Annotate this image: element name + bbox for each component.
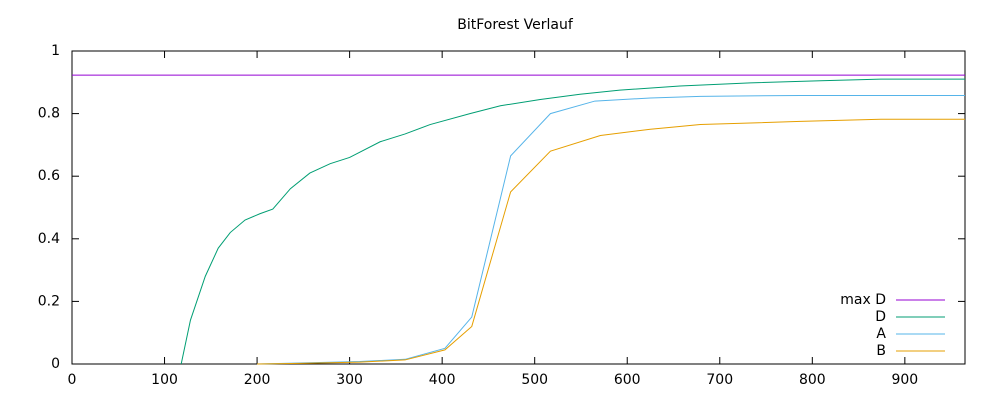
x-tick-label: 700 <box>706 372 733 388</box>
x-tick-label: 300 <box>336 372 363 388</box>
legend-label: B <box>876 343 886 359</box>
x-tick-label: 100 <box>151 372 178 388</box>
series-line <box>257 94 965 365</box>
chart-title: BitForest Verlauf <box>457 17 574 33</box>
y-tick-label: 0.8 <box>38 106 60 122</box>
x-tick-label: 0 <box>68 372 77 388</box>
x-tick-label: 500 <box>521 372 548 388</box>
x-tick-label: 800 <box>799 372 826 388</box>
y-tick-label: 0 <box>51 356 60 372</box>
y-tick-label: 1 <box>51 43 60 59</box>
y-tick-label: 0.6 <box>38 168 60 184</box>
x-tick-label: 600 <box>614 372 641 388</box>
x-tick-label: 200 <box>244 372 271 388</box>
series-line <box>257 118 965 365</box>
x-tick-label: 900 <box>891 372 918 388</box>
legend-label: D <box>875 309 886 325</box>
legend-label: A <box>876 326 886 342</box>
plot-border <box>71 50 966 365</box>
series-line <box>180 78 965 365</box>
y-tick-label: 0.4 <box>38 231 60 247</box>
legend-label: max D <box>840 292 886 308</box>
x-tick-label: 400 <box>429 372 456 388</box>
y-tick-label: 0.2 <box>38 293 60 309</box>
